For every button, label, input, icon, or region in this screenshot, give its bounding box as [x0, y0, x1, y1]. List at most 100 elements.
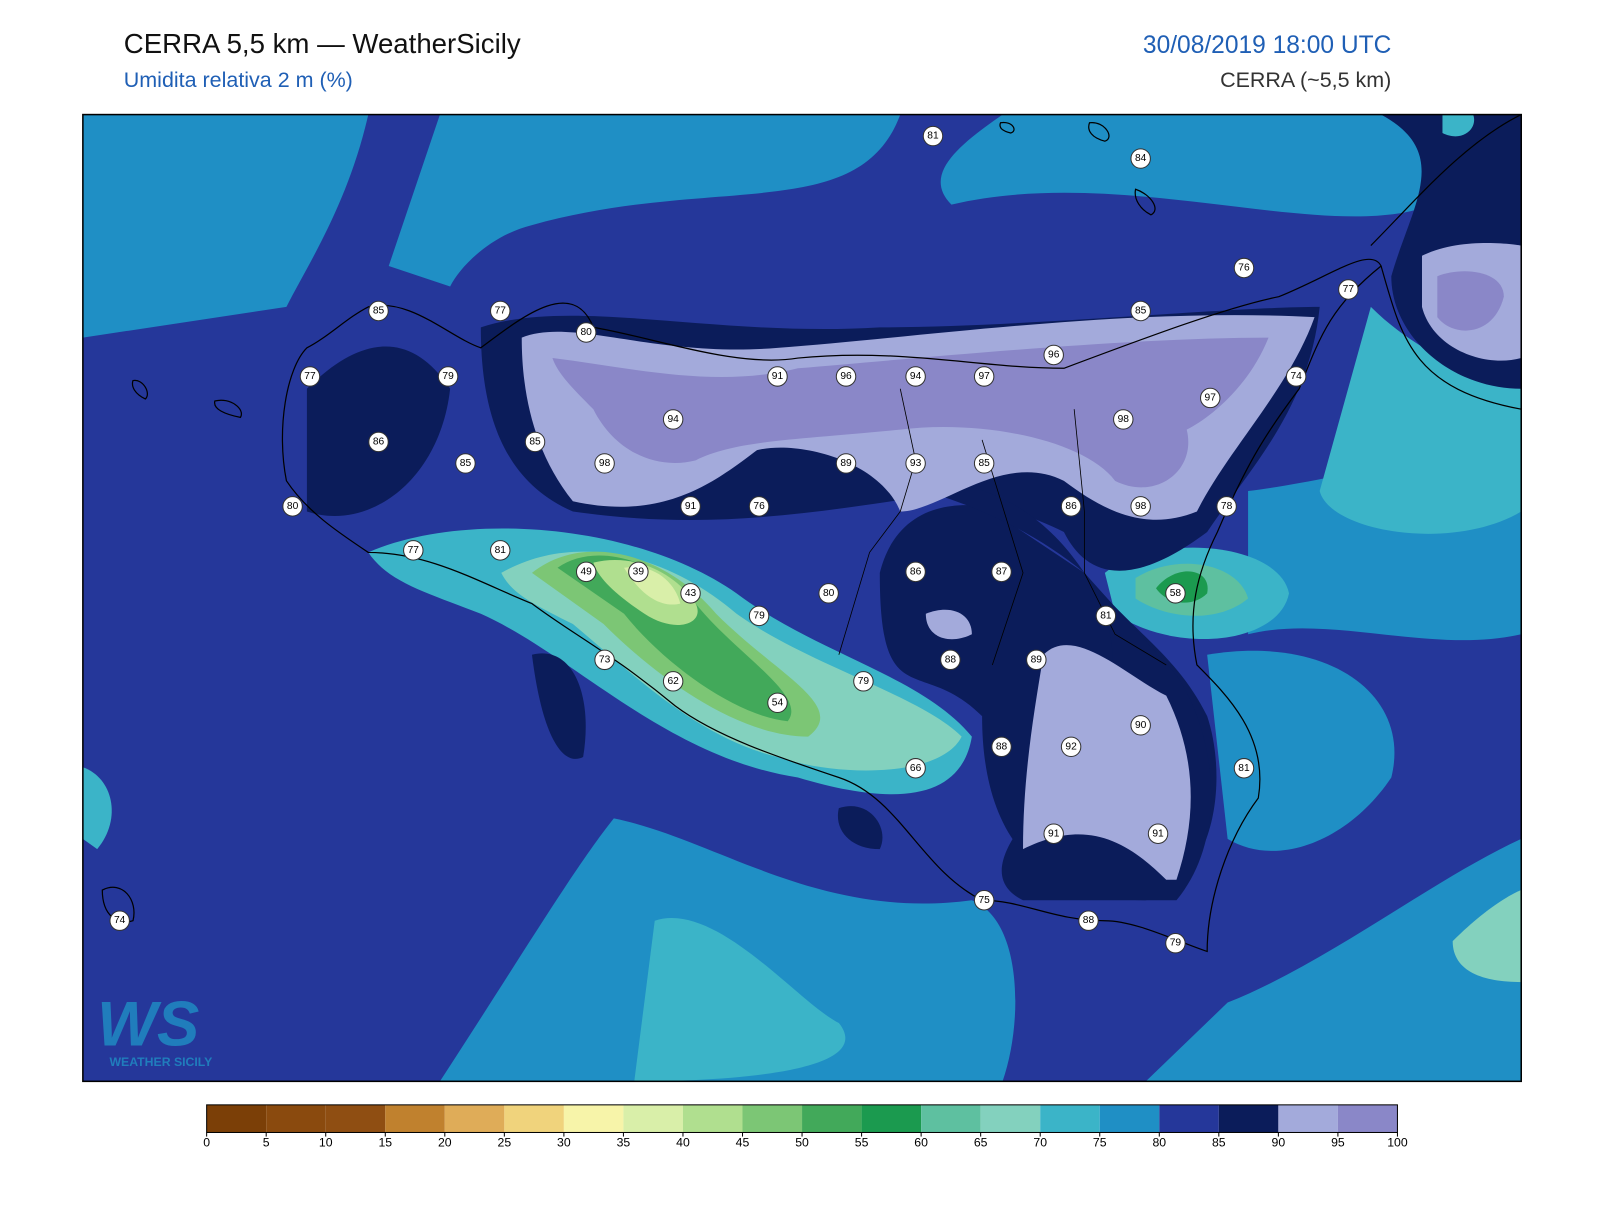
- station-marker: [1130, 148, 1151, 169]
- colorbar-tick-label: 70: [1033, 1135, 1047, 1149]
- station-value: 77: [1343, 284, 1355, 295]
- station-value: 87: [996, 566, 1008, 577]
- station-marker: [748, 496, 770, 517]
- station-value: 86: [910, 566, 922, 577]
- colorbar-bin: [861, 1104, 922, 1133]
- station-value: 66: [910, 763, 922, 774]
- colorbar-tick-label: 75: [1093, 1135, 1107, 1149]
- station-value: 49: [581, 566, 593, 577]
- station-marker: [853, 671, 874, 692]
- calabria-coast: [1370, 114, 1522, 410]
- station-marker: [594, 649, 615, 671]
- station-marker: [437, 366, 459, 387]
- colorbar-bin: [325, 1104, 386, 1133]
- station-value: 96: [840, 371, 852, 382]
- colorbar-bin: [1218, 1104, 1279, 1133]
- colorbar-bin: [504, 1104, 564, 1133]
- colorbar-bin: [623, 1104, 683, 1133]
- station-marker: [109, 910, 130, 931]
- station-marker: [940, 649, 961, 671]
- station-marker: [748, 605, 770, 627]
- field-band: [1319, 306, 1522, 534]
- station-value: 93: [910, 458, 922, 469]
- colorbar-tick-label: 30: [557, 1135, 571, 1149]
- station-value: 86: [373, 436, 385, 447]
- station-marker: [1060, 496, 1082, 517]
- station-marker: [594, 453, 615, 474]
- station-value: 85: [373, 305, 385, 316]
- colorbar-bin: [1099, 1104, 1160, 1133]
- colorbar-bin: [802, 1104, 862, 1133]
- station-marker: [835, 366, 857, 387]
- station-value: 81: [927, 131, 939, 142]
- subtitle: Umidita relativa 2 m (%): [124, 68, 353, 92]
- station-value: 78: [1221, 501, 1233, 512]
- station-marker: [680, 496, 701, 517]
- colorbar-bin: [1337, 1104, 1398, 1133]
- station-marker: [1216, 496, 1237, 517]
- map-frame: [82, 113, 1522, 1083]
- colorbar-bin: [444, 1104, 505, 1133]
- station-value: 58: [1170, 588, 1182, 599]
- station-marker: [1078, 910, 1099, 931]
- station-value: 79: [858, 676, 870, 687]
- station-value: 79: [1170, 938, 1182, 949]
- datetime: 30/08/2019 18:00 UTC: [1143, 32, 1391, 59]
- field-band: [1145, 838, 1522, 1082]
- field-band: [1023, 645, 1191, 880]
- station-marker: [1233, 758, 1255, 779]
- station-marker: [905, 758, 926, 779]
- station-marker: [767, 692, 788, 714]
- title: CERRA 5,5 km — WeatherSicily: [124, 28, 521, 59]
- colorbar-tick-label: 35: [617, 1135, 631, 1149]
- station-value: 43: [685, 588, 697, 599]
- station-marker: [973, 890, 995, 911]
- station-value: 98: [599, 458, 611, 469]
- field-band: [1207, 650, 1395, 851]
- station-value: 98: [1135, 501, 1147, 512]
- colorbar-tick-label: 20: [438, 1135, 452, 1149]
- field-band: [82, 767, 112, 850]
- colorbar-tick-label: 15: [378, 1135, 392, 1149]
- field-band: [557, 555, 792, 722]
- station-value: 76: [1238, 263, 1250, 274]
- field-band: [634, 918, 846, 1082]
- station-marker: [767, 366, 788, 387]
- station-marker: [1200, 387, 1221, 409]
- station-value: 77: [495, 305, 507, 316]
- station-value: 91: [1152, 828, 1164, 839]
- station-value: 76: [753, 501, 765, 512]
- station-marker: [524, 431, 546, 453]
- station-value: 96: [1048, 349, 1060, 360]
- station-marker: [1095, 605, 1117, 627]
- station-value: 39: [633, 566, 645, 577]
- station-marker: [905, 561, 926, 583]
- field-band: [837, 806, 883, 850]
- colorbar-bin: [266, 1104, 326, 1133]
- station-marker: [905, 453, 926, 474]
- station-marker: [1233, 257, 1255, 279]
- station-marker: [1285, 366, 1307, 387]
- colorbar-bin: [385, 1104, 445, 1133]
- station-marker: [1130, 300, 1151, 322]
- colorbar-bin: [1278, 1104, 1338, 1133]
- colorbar-bin: [742, 1104, 803, 1133]
- station-value: 74: [114, 915, 126, 926]
- station-value: 98: [1118, 414, 1130, 425]
- station-value: 88: [996, 741, 1008, 752]
- station-marker: [973, 453, 995, 474]
- station-marker: [282, 496, 303, 517]
- station-value: 77: [304, 371, 316, 382]
- station-value: 74: [1290, 371, 1302, 382]
- colorbar-tick-label: 40: [676, 1135, 690, 1149]
- station-value: 97: [978, 371, 990, 382]
- station-marker: [628, 561, 649, 583]
- station-marker: [368, 431, 389, 453]
- station-marker: [1113, 409, 1134, 430]
- station-value: 86: [1065, 501, 1077, 512]
- station-value: 91: [685, 501, 697, 512]
- station-marker: [1060, 736, 1082, 758]
- island: [101, 886, 135, 923]
- colorbar-bin: [980, 1104, 1041, 1133]
